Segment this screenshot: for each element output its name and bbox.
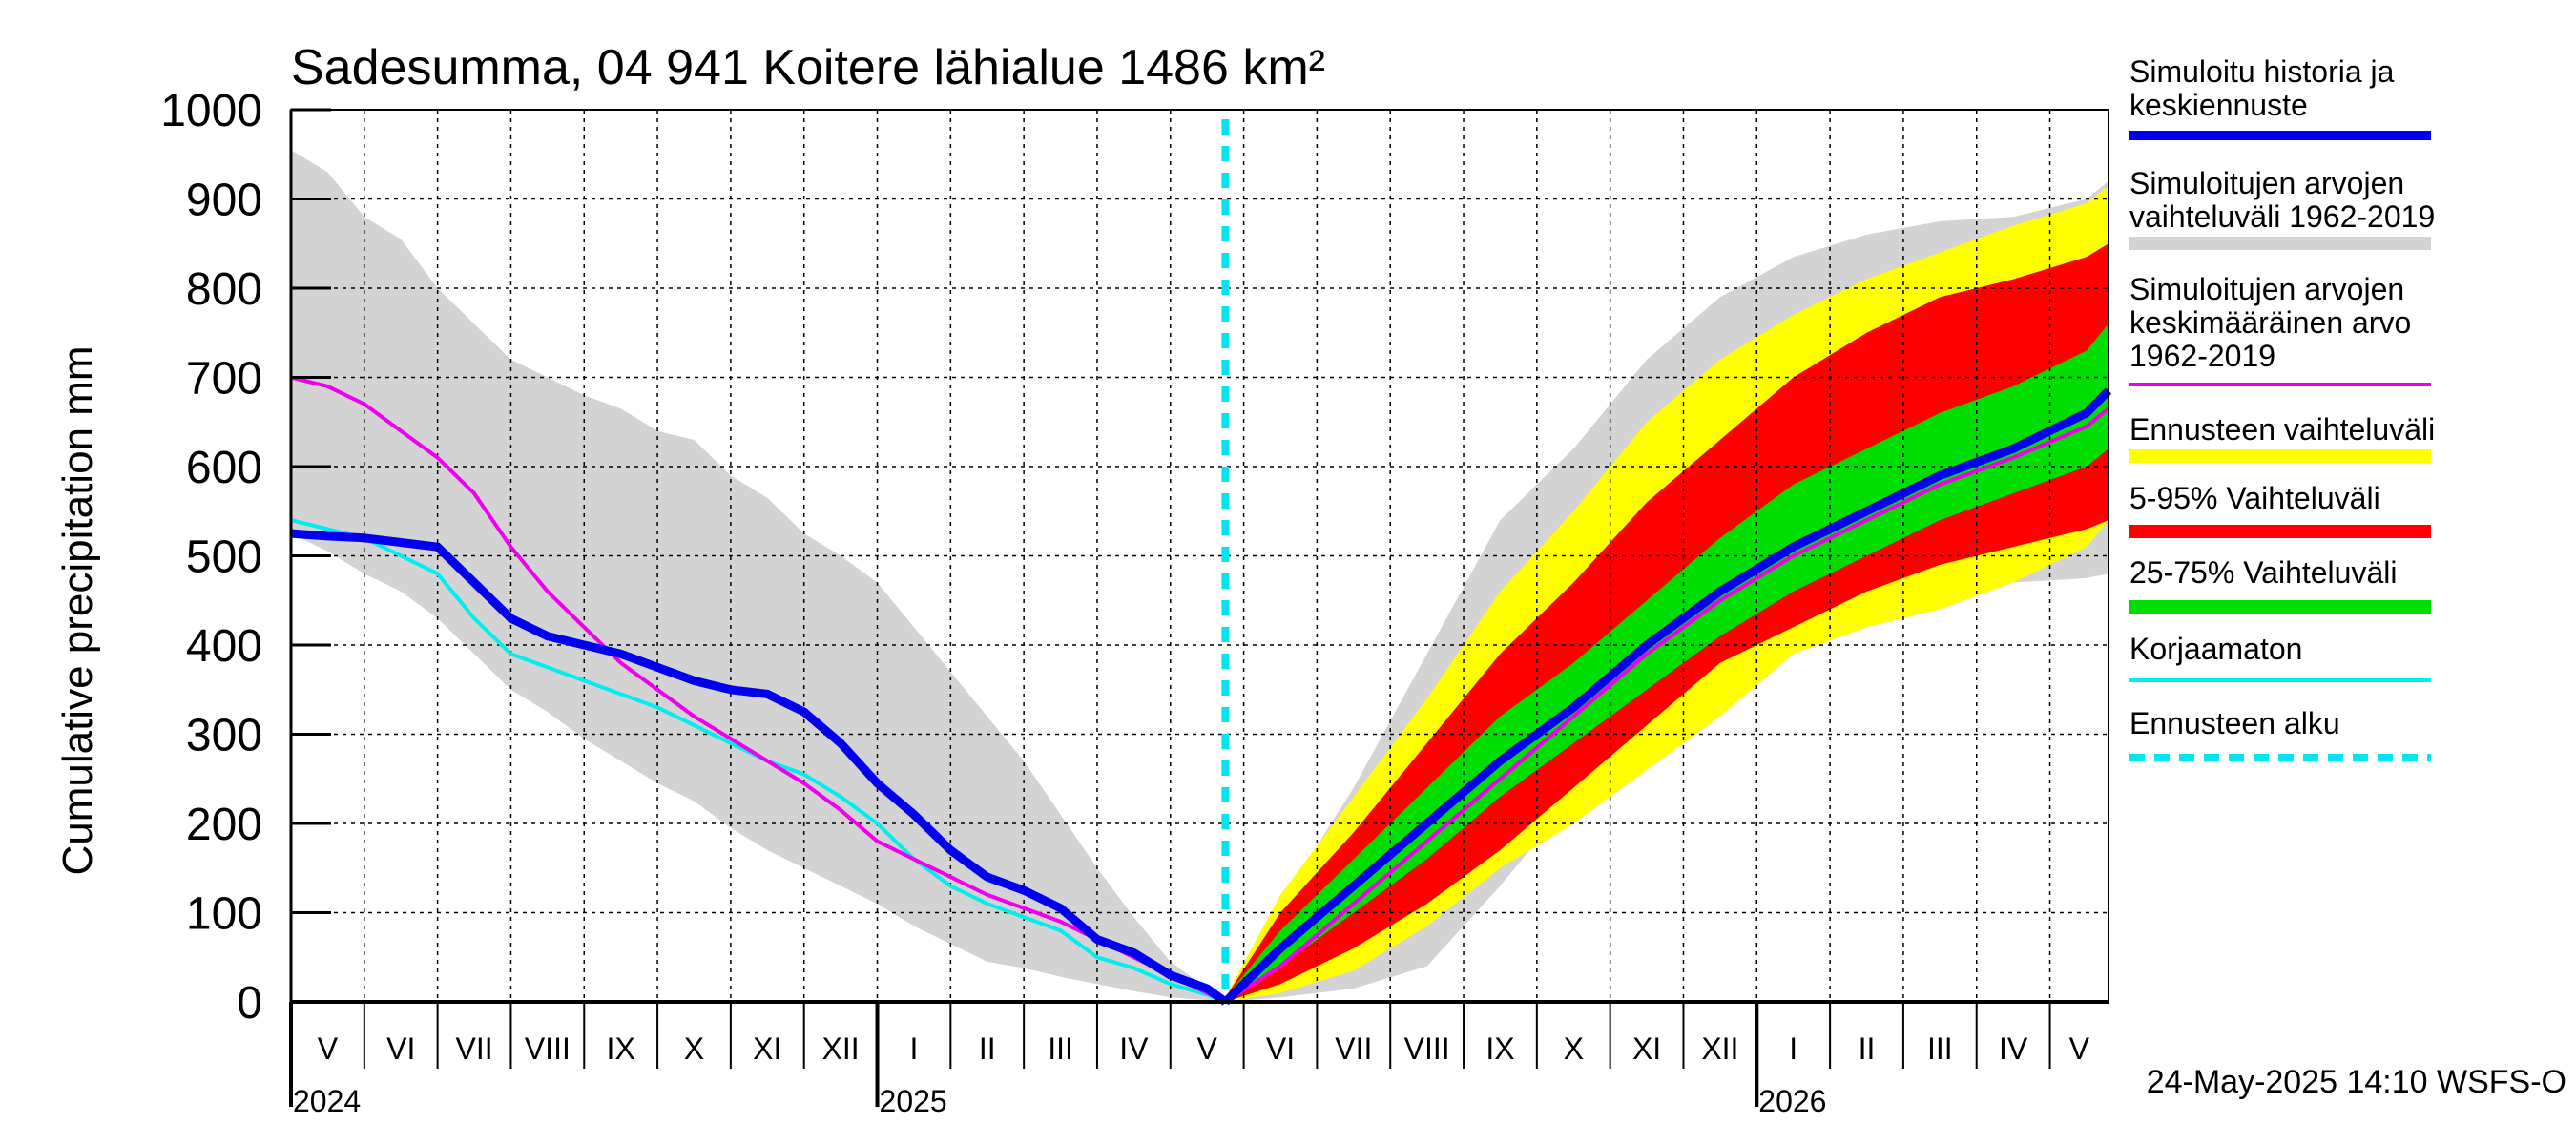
month-label-7: XII (822, 1031, 860, 1066)
month-label-16: IX (1485, 1031, 1514, 1066)
legend-label-ensemble: Ennusteen vaihteluväli (2129, 412, 2435, 447)
month-label-19: XII (1701, 1031, 1738, 1066)
month-label-9: II (979, 1031, 996, 1066)
chart-title: Sadesumma, 04 941 Koitere lähialue 1486 … (291, 40, 1325, 95)
month-label-18: XI (1632, 1031, 1661, 1066)
month-label-12: V (1197, 1031, 1218, 1066)
month-label-15: VIII (1404, 1031, 1450, 1066)
y-tick-label-700: 700 (186, 354, 262, 405)
month-label-3: VIII (525, 1031, 571, 1066)
month-label-13: VI (1266, 1031, 1295, 1066)
lines-layer (290, 119, 2112, 1006)
legend-label-p25_75: 25-75% Vaihteluväli (2129, 555, 2397, 590)
legend-label-p5_95: 5-95% Vaihteluväli (2129, 481, 2380, 515)
y-tick-label-200: 200 (186, 800, 262, 850)
legend-label-history: Simuloitu historia ja (2129, 54, 2395, 89)
legend-label-forecast_start: Ennusteen alku (2129, 706, 2340, 740)
month-label-6: XI (753, 1031, 781, 1066)
month-label-5: X (684, 1031, 704, 1066)
month-label-1: VI (386, 1031, 415, 1066)
month-label-11: IV (1119, 1031, 1149, 1066)
y-tick-label-300: 300 (186, 711, 262, 761)
month-label-17: X (1564, 1031, 1584, 1066)
line-mean (290, 375, 2110, 1005)
legend-label-uncorrected: Korjaamaton (2129, 632, 2302, 666)
month-label-0: V (318, 1031, 339, 1066)
y-tick-label-800: 800 (186, 264, 262, 315)
legend-label-range: vaihteluväli 1962-2019 (2129, 199, 2435, 234)
y-tick-label-500: 500 (186, 532, 262, 583)
month-label-14: VII (1335, 1031, 1372, 1066)
legend-label-mean: Simuloitujen arvojen (2129, 272, 2404, 306)
legend-label-history: keskiennuste (2129, 88, 2308, 122)
month-label-22: III (1927, 1031, 1953, 1066)
line-forecast-median (1222, 387, 2112, 1006)
y-axis-label: Cumulative precipitation mm (54, 345, 101, 875)
year-label-2025: 2025 (880, 1084, 947, 1118)
band-p25-75 (1225, 323, 2109, 1002)
y-tick-label-600: 600 (186, 443, 262, 493)
band-history-range-hist (291, 150, 1226, 1003)
legend-label-mean: keskimääräinen arvo (2129, 305, 2411, 340)
line-history (290, 529, 1229, 1006)
y-tick-label-0: 0 (237, 978, 262, 1029)
bands-layer (291, 150, 2109, 1003)
y-tick-label-400: 400 (186, 621, 262, 672)
legend-label-mean: 1962-2019 (2129, 339, 2275, 373)
footer-timestamp: 24-May-2025 14:10 WSFS-O (2147, 1064, 2566, 1100)
legend-label-range: Simuloitujen arvojen (2129, 166, 2404, 200)
month-label-20: I (1789, 1031, 1797, 1066)
month-label-23: IV (1999, 1031, 2028, 1066)
month-label-4: IX (607, 1031, 635, 1066)
y-tick-label-1000: 1000 (160, 86, 262, 136)
month-label-10: III (1048, 1031, 1073, 1066)
month-label-24: V (2069, 1031, 2090, 1066)
month-label-21: II (1859, 1031, 1876, 1066)
year-label-2024: 2024 (293, 1084, 361, 1118)
month-label-2: VII (455, 1031, 492, 1066)
month-label-8: I (909, 1031, 918, 1066)
year-label-2026: 2026 (1758, 1084, 1826, 1118)
y-tick-label-100: 100 (186, 889, 262, 940)
y-tick-label-900: 900 (186, 176, 262, 226)
